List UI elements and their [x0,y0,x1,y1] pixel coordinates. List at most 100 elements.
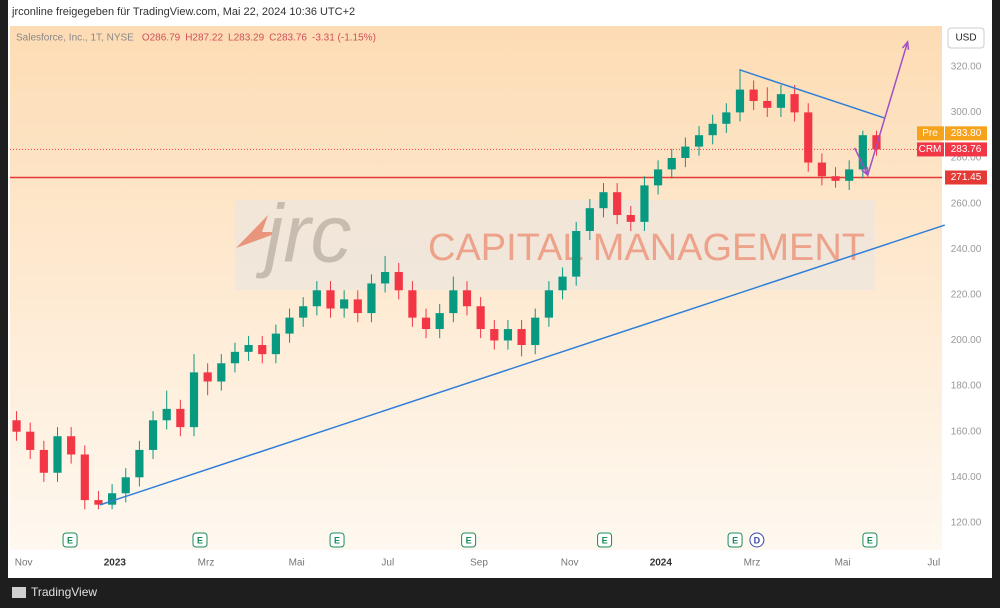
currency[interactable]: USD [955,33,976,44]
candle-body [476,306,485,330]
x-tick-label: Jul [927,558,940,569]
ohlc-value: H287.22 [185,33,223,44]
candle-body [708,123,717,136]
symbol: Salesforce, Inc., 1T, NYSE [16,33,134,44]
candle-body [189,372,199,428]
candle-body [94,500,103,505]
price-badge-label: 283.76 [951,144,982,155]
candle-body [517,329,526,346]
candle-body [340,299,349,309]
candle-body [858,135,867,170]
trend-line [99,224,945,506]
candle-body [763,100,772,108]
event-label: D [754,535,761,545]
ohlc-value: C283.76 [269,33,307,44]
candle-body [544,290,553,318]
candle-body [790,94,799,113]
y-tick-label: 180.00 [951,381,982,392]
candle-body [12,420,21,432]
legend: Salesforce, Inc., 1T, NYSE O286.79 H287.22… [16,33,376,44]
y-tick-label: 260.00 [951,198,982,209]
brand: TradingView [31,585,97,599]
event-marker [461,532,477,548]
watermark: jrc CAPITAL MANAGEMENT [235,189,875,290]
event-marker [329,532,345,548]
event-label: E [466,535,472,545]
candle-body [531,317,540,346]
candle-body [735,89,745,113]
candle-body [367,283,376,314]
y-tick-label: 300.00 [951,107,982,118]
candle-body [408,290,417,318]
ohlc-value: -3.31 (-1.15%) [312,33,376,44]
candle-body [694,135,704,147]
price-badge-name: Pre [922,128,938,139]
y-tick-label: 240.00 [951,244,982,255]
price-badge-name: CRM [919,144,942,155]
candle-body [667,158,676,170]
x-tick-label: Nov [15,558,33,569]
candle-body [217,363,226,382]
event-marker [597,532,613,548]
ohlc-value: L283.29 [228,33,265,44]
y-tick-label: 200.00 [951,335,982,346]
candle-body [449,290,458,314]
ohlc-value: O286.79 [142,33,181,44]
caption: jrconline freigegeben für TradingView.co… [11,6,355,18]
candle-body [640,185,649,222]
event-label: E [334,535,340,545]
candle-body [299,306,308,318]
candle-body [80,454,89,501]
candle-body [39,449,48,473]
candle-body [326,290,335,309]
event-marker [62,532,78,548]
candle-body [258,345,267,355]
candle-body [135,449,144,478]
candle-body [599,192,608,209]
footer [0,580,1000,608]
brand-logo [12,587,26,598]
x-tick-label: Mai [289,558,305,569]
candle-body [558,276,567,291]
candle-body [421,317,431,330]
candle-body [230,351,240,364]
candle-body [831,176,840,181]
candle-body [817,162,826,177]
event-label: E [67,535,73,545]
x-tick-label: Nov [561,558,579,569]
event-label: E [197,535,203,545]
watermark-logo-text: jrc [255,189,352,280]
candle-body [804,112,813,163]
candle-body [613,192,622,216]
candle-body [722,112,731,124]
arrow-head [861,167,869,177]
event-label: E [867,535,873,545]
x-tick-label: Mrz [744,558,761,569]
currency-button[interactable] [947,27,985,49]
candle-body [108,493,117,505]
candle-body [285,317,294,334]
candle-body [749,89,758,101]
trend-line [739,69,885,119]
y-tick-label: 280.00 [951,153,982,164]
event-label: E [732,535,738,545]
event-marker [749,532,765,548]
candle-body [67,436,76,455]
candle-body [503,329,513,341]
x-tick-label: Sep [470,558,488,569]
price-badge-label: 283.80 [951,128,982,139]
price-badge-box [945,170,987,185]
event-label: E [602,535,608,545]
candle-body [394,272,403,291]
arrow-head [901,40,910,50]
candle-body [162,408,171,421]
x-tick-label: Mrz [198,558,215,569]
candle-body [121,477,130,494]
price-badge-name-box [917,142,944,157]
candle-body [435,313,444,330]
price-badge-label: 271.45 [951,172,982,183]
y-tick-label: 160.00 [951,426,982,437]
watermark-box [235,200,875,290]
